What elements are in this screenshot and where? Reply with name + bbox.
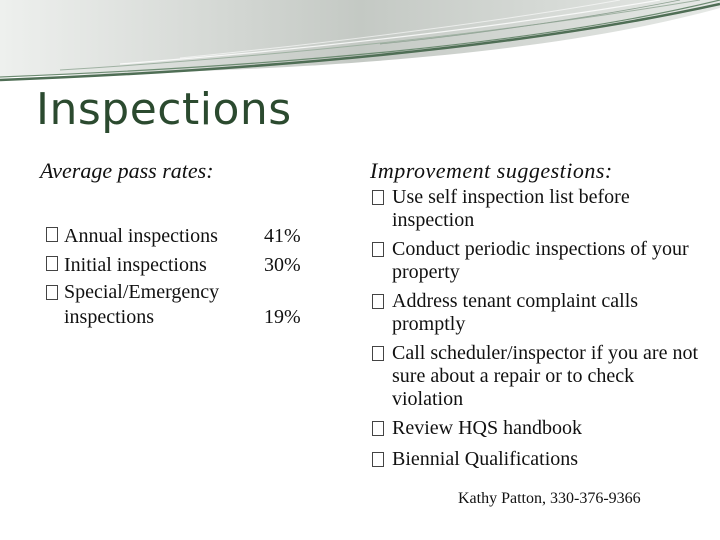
pass-rate-value: 19%	[264, 306, 301, 328]
pass-rate-row: Special/Emergency inspections 19%	[46, 280, 324, 330]
contact-footer: Kathy Patton, 330-376-9366	[458, 490, 641, 507]
suggestions-heading: Improvement suggestions:	[370, 158, 613, 183]
list-item: Use self inspection list before inspecti…	[372, 186, 702, 232]
pass-rate-value: 41%	[264, 225, 301, 247]
bullet-box-icon	[372, 294, 384, 309]
bullet-box-icon	[372, 242, 384, 257]
suggestion-text: Address tenant complaint calls promptly	[392, 290, 639, 335]
suggestion-text: Use self inspection list before inspecti…	[392, 186, 630, 231]
list-item: Conduct periodic inspections of your pro…	[372, 238, 702, 284]
bullet-box-icon	[372, 452, 384, 467]
bullet-box-icon	[372, 421, 384, 436]
list-item: Call scheduler/inspector if you are not …	[372, 342, 702, 411]
list-item: Biennial Qualifications	[372, 448, 702, 473]
bullet-box-icon	[46, 227, 58, 242]
slide-title: Inspections	[36, 84, 292, 135]
pass-rate-value: 30%	[264, 254, 301, 276]
bullet-box-icon	[46, 285, 58, 300]
pass-rates-heading: Average pass rates:	[40, 158, 214, 183]
bullet-box-icon	[46, 256, 58, 271]
pass-rate-row: Annual inspections 41%	[46, 222, 324, 251]
bullet-box-icon	[372, 346, 384, 361]
list-item: Review HQS handbook	[372, 417, 702, 442]
pass-rate-row: Initial inspections 30%	[46, 251, 324, 280]
suggestion-text: Biennial Qualifications	[392, 448, 579, 470]
pass-rates-list: Annual inspections 41% Initial inspectio…	[46, 222, 324, 330]
suggestion-text: Call scheduler/inspector if you are not …	[392, 342, 699, 410]
suggestion-text: Conduct periodic inspections of your pro…	[392, 238, 689, 283]
suggestion-text: Review HQS handbook	[392, 417, 582, 439]
suggestions-list: Use self inspection list before inspecti…	[372, 186, 702, 479]
bullet-box-icon	[372, 190, 384, 205]
list-item: Address tenant complaint calls promptly	[372, 290, 702, 336]
pass-rate-label: Annual inspections	[64, 225, 218, 247]
header-banner	[0, 0, 720, 82]
pass-rate-label: Special/Emergency inspections	[64, 281, 220, 328]
pass-rate-label: Initial inspections	[64, 254, 207, 276]
